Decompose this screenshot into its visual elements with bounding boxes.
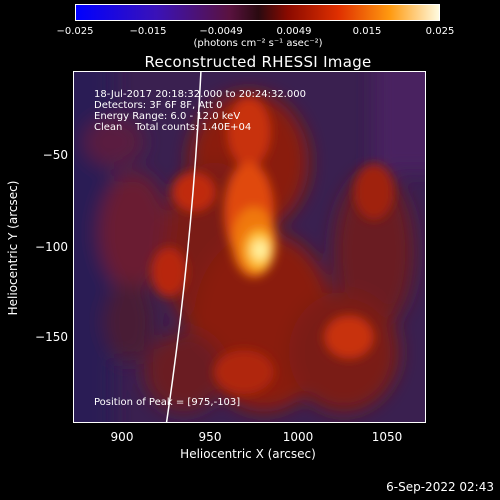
y-tick-label: −50 [42,148,68,162]
y-tick-label: −100 [35,240,68,254]
solar-limb [165,72,202,422]
info-energy-range: Energy Range: 6.0 - 12.0 keV [94,111,241,122]
solar-image [74,72,425,422]
colorbar-tick: 0.0049 [276,26,312,37]
colorbar [75,4,440,21]
x-tick-label: 950 [198,430,222,444]
plot-title: Reconstructed RHESSI Image [144,53,372,71]
colorbar-tick: −0.015 [129,26,167,37]
colorbar-tick: 0.025 [425,26,455,37]
y-axis-label: Heliocentric Y (arcsec) [6,180,20,316]
colorbar-unit: (photons cm⁻² s⁻¹ asec⁻²) [193,38,323,49]
info-counts: Clean Total counts: 1.40E+04 [94,122,252,133]
colorbar-tick: 0.015 [352,26,382,37]
x-axis-label: Heliocentric X (arcsec) [180,447,316,461]
timestamp: 6-Sep-2022 02:43 [386,480,494,494]
image-plot: 18-Jul-2017 20:18:32.000 to 20:24:32.000… [73,71,426,423]
colorbar-tick: −0.0049 [199,26,243,37]
x-tick-label: 1000 [282,430,314,444]
colorbar-tick: −0.025 [56,26,94,37]
y-tick-label: −150 [35,330,68,344]
info-time-range: 18-Jul-2017 20:18:32.000 to 20:24:32.000 [94,89,306,100]
x-tick-label: 1050 [371,430,403,444]
x-tick-label: 900 [110,430,134,444]
info-peak-position: Position of Peak = [975,-103] [94,397,241,408]
info-detectors: Detectors: 3F 6F 8F, Att 0 [94,100,223,111]
